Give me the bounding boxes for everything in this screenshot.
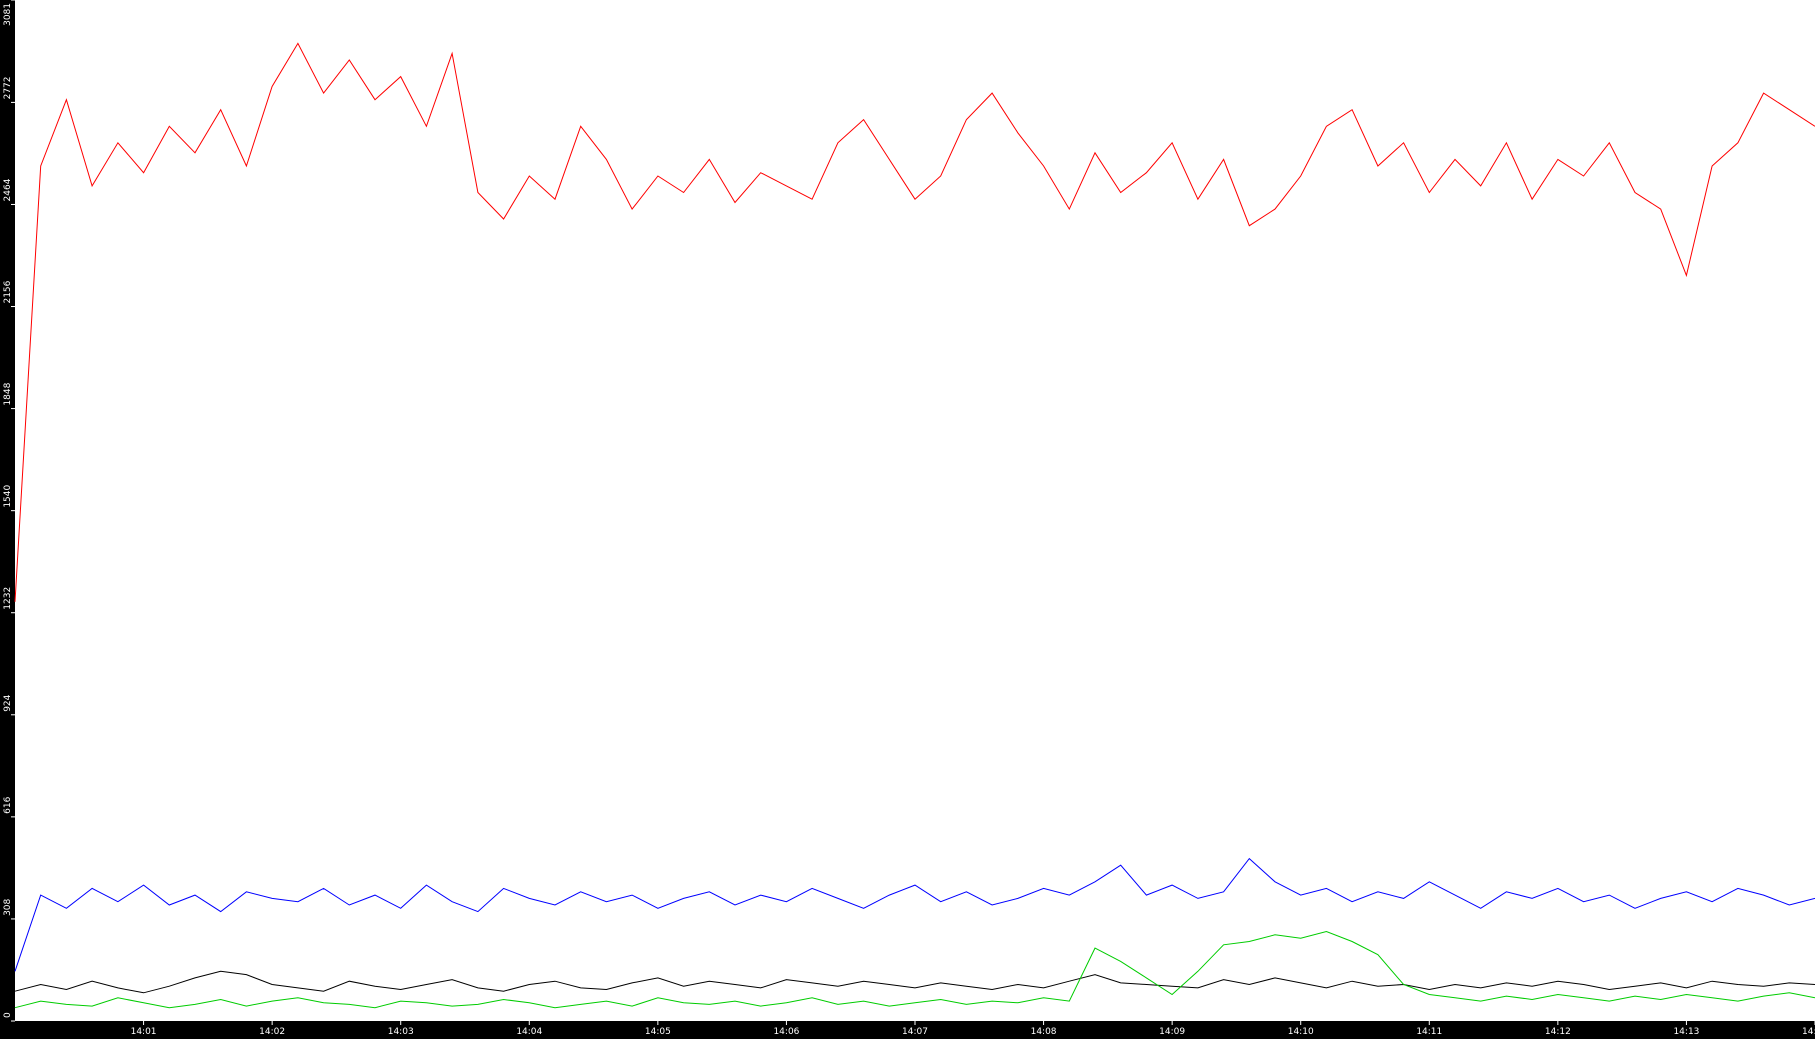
x-tick-label: 14:04 bbox=[516, 1027, 542, 1037]
y-tick-label: 0 bbox=[3, 1012, 13, 1018]
x-tick-label: 14:13 bbox=[1673, 1027, 1699, 1037]
series-line bbox=[14, 857, 1815, 972]
series-line bbox=[14, 930, 1815, 1009]
x-tick-label: 14:06 bbox=[773, 1027, 799, 1037]
x-tick-label: 14:14 bbox=[1802, 1027, 1815, 1037]
y-tick-label: 2464 bbox=[3, 178, 13, 201]
y-tick-label: 3081 bbox=[3, 3, 13, 26]
x-tick-label: 14:11 bbox=[1416, 1027, 1442, 1037]
y-tick-label: 616 bbox=[3, 796, 13, 813]
x-tick-label: 14:05 bbox=[645, 1027, 671, 1037]
x-tick-label: 14:01 bbox=[131, 1027, 157, 1037]
x-tick-label: 14:12 bbox=[1545, 1027, 1571, 1037]
y-tick-label: 1232 bbox=[3, 587, 13, 610]
series-line bbox=[14, 970, 1815, 994]
y-tick-label: 308 bbox=[3, 898, 13, 915]
series-line bbox=[14, 42, 1815, 602]
x-tick-label: 14:09 bbox=[1159, 1027, 1185, 1037]
x-tick-label: 14:02 bbox=[259, 1027, 285, 1037]
x-tick-label: 14:08 bbox=[1031, 1027, 1057, 1037]
y-tick-label: 1848 bbox=[3, 382, 13, 405]
y-tick-label: 2772 bbox=[3, 76, 13, 99]
x-tick-label: 14:07 bbox=[902, 1027, 928, 1037]
x-tick-label: 14:03 bbox=[388, 1027, 414, 1037]
x-tick-label: 14:10 bbox=[1288, 1027, 1314, 1037]
plot-area bbox=[15, 0, 1815, 1021]
y-tick-label: 1540 bbox=[3, 484, 13, 507]
y-tick-label: 924 bbox=[3, 694, 13, 711]
y-tick-label: 2156 bbox=[3, 280, 13, 303]
